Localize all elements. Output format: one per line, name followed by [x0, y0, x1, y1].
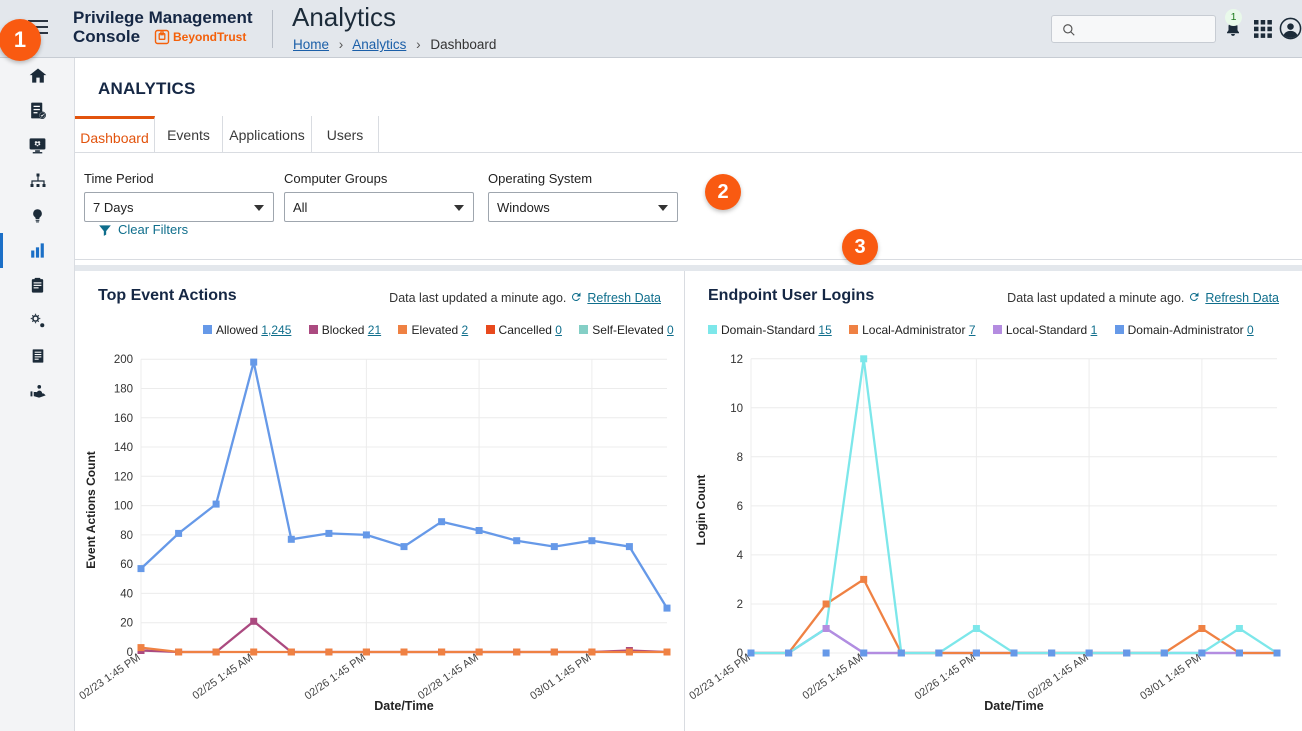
svg-text:4: 4 — [737, 550, 744, 562]
svg-text:12: 12 — [730, 354, 743, 366]
svg-text:Date/Time: Date/Time — [374, 699, 434, 713]
svg-text:10: 10 — [730, 403, 743, 415]
svg-text:160: 160 — [114, 413, 133, 425]
svg-text:Date/Time: Date/Time — [984, 699, 1044, 713]
svg-text:8: 8 — [737, 452, 743, 464]
svg-text:60: 60 — [120, 559, 133, 571]
svg-text:03/01 1:45 PM: 03/01 1:45 PM — [528, 652, 594, 703]
svg-text:02/25 1:45 AM: 02/25 1:45 AM — [800, 652, 865, 703]
svg-text:02/26 1:45 PM: 02/26 1:45 PM — [913, 652, 979, 703]
svg-text:120: 120 — [114, 471, 133, 483]
svg-text:200: 200 — [114, 354, 133, 366]
svg-text:02/23 1:45 PM: 02/23 1:45 PM — [77, 652, 143, 703]
svg-text:140: 140 — [114, 442, 133, 454]
svg-text:02/26 1:45 PM: 02/26 1:45 PM — [303, 652, 369, 703]
svg-text:2: 2 — [737, 599, 743, 611]
svg-text:6: 6 — [737, 501, 743, 513]
svg-text:Event Actions Count: Event Actions Count — [84, 451, 98, 569]
svg-text:03/01 1:45 PM: 03/01 1:45 PM — [1138, 652, 1204, 703]
svg-text:100: 100 — [114, 501, 133, 513]
svg-text:80: 80 — [120, 530, 133, 542]
svg-text:02/23 1:45 PM: 02/23 1:45 PM — [687, 652, 753, 703]
svg-text:20: 20 — [120, 618, 133, 630]
svg-text:40: 40 — [120, 588, 133, 600]
svg-text:Login Count: Login Count — [694, 475, 708, 546]
svg-text:02/28 1:45 AM: 02/28 1:45 AM — [416, 652, 481, 703]
svg-text:02/25 1:45 AM: 02/25 1:45 AM — [190, 652, 255, 703]
svg-text:02/28 1:45 AM: 02/28 1:45 AM — [1026, 652, 1091, 703]
svg-text:180: 180 — [114, 384, 133, 396]
